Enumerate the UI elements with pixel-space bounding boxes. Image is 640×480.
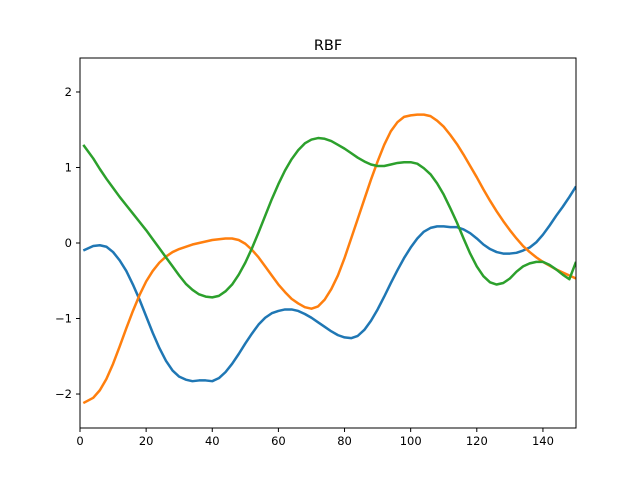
series-line-3 [82,136,576,299]
x-tick-label: 120 [466,434,488,448]
y-tick-label: 1 [65,160,72,174]
y-tick-label: 0 [65,236,72,250]
y-tick-label: −2 [55,387,72,401]
y-axis: −2 −1 0 1 2 [55,85,80,401]
x-tick-label: 100 [400,434,422,448]
x-tick-label: 140 [532,434,554,448]
series-line-2 [82,113,576,405]
x-tick-label: 0 [76,434,83,448]
plot-area [82,113,576,405]
x-tick-label: 60 [271,434,286,448]
x-tick-label: 40 [205,434,220,448]
chart-title: RBF [314,38,342,54]
x-tick-label: 80 [337,434,352,448]
y-tick-label: 2 [65,85,72,99]
y-tick-label: −1 [55,312,72,326]
x-tick-label: 20 [139,434,154,448]
x-axis: 0 20 40 60 80 100 120 140 [76,428,554,448]
series-line-1 [82,185,576,383]
